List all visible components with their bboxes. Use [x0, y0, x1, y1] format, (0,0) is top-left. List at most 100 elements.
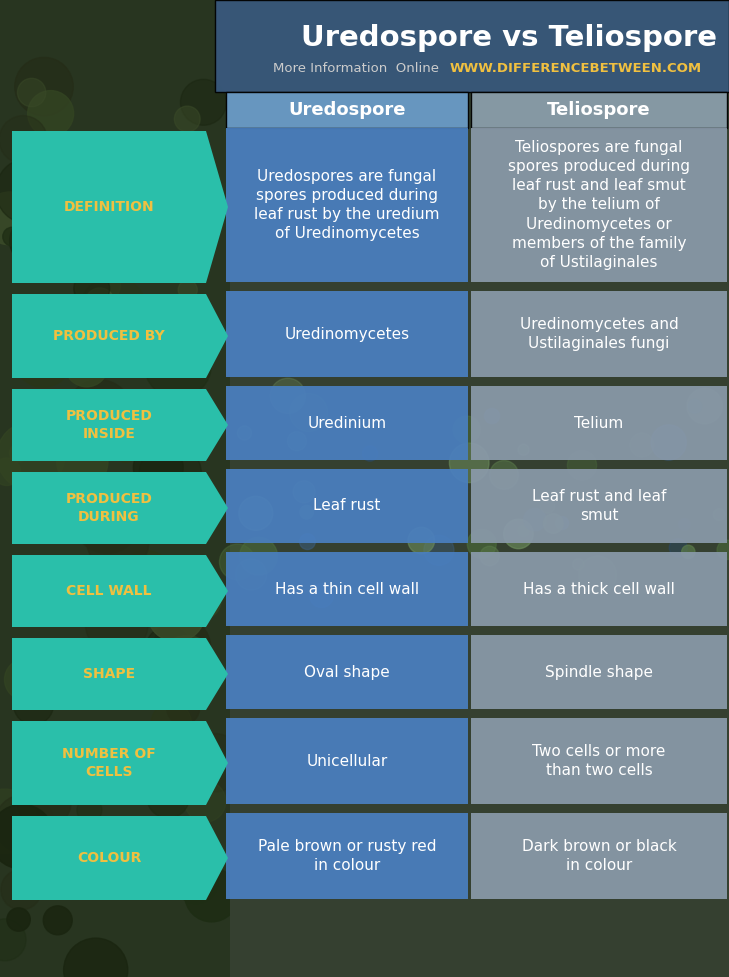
- Circle shape: [651, 425, 686, 460]
- FancyBboxPatch shape: [471, 92, 727, 128]
- Text: Pale brown or rusty red
in colour: Pale brown or rusty red in colour: [258, 839, 436, 873]
- Circle shape: [555, 517, 569, 530]
- Text: More Information  Online: More Information Online: [273, 62, 448, 74]
- Circle shape: [151, 754, 202, 804]
- Circle shape: [184, 781, 226, 822]
- Circle shape: [688, 400, 701, 413]
- Text: PRODUCED
DURING: PRODUCED DURING: [66, 492, 152, 524]
- Circle shape: [80, 276, 147, 343]
- Circle shape: [85, 288, 114, 317]
- Text: DEFINITION: DEFINITION: [63, 200, 155, 214]
- Circle shape: [0, 422, 65, 490]
- Circle shape: [9, 217, 58, 265]
- FancyBboxPatch shape: [471, 718, 727, 804]
- Circle shape: [135, 760, 176, 801]
- Text: Leaf rust and leaf
smut: Leaf rust and leaf smut: [532, 488, 666, 523]
- Circle shape: [28, 91, 74, 137]
- Circle shape: [87, 510, 149, 573]
- Circle shape: [117, 445, 135, 463]
- Text: Uredinium: Uredinium: [308, 415, 386, 431]
- Polygon shape: [0, 0, 230, 977]
- Circle shape: [13, 685, 53, 725]
- Polygon shape: [12, 472, 228, 544]
- FancyBboxPatch shape: [226, 386, 468, 460]
- Circle shape: [15, 564, 61, 611]
- Circle shape: [165, 174, 214, 223]
- Circle shape: [178, 280, 198, 299]
- FancyBboxPatch shape: [226, 718, 468, 804]
- Text: NUMBER OF
CELLS: NUMBER OF CELLS: [62, 747, 156, 779]
- Circle shape: [300, 533, 316, 549]
- Circle shape: [147, 583, 206, 642]
- Text: COLOUR: COLOUR: [77, 851, 141, 865]
- Text: Oval shape: Oval shape: [304, 664, 390, 679]
- Circle shape: [0, 158, 62, 224]
- Circle shape: [9, 444, 28, 462]
- Text: Dark brown or black
in colour: Dark brown or black in colour: [522, 839, 677, 873]
- Polygon shape: [12, 389, 228, 461]
- Circle shape: [485, 408, 499, 423]
- Text: Uredospore: Uredospore: [288, 101, 406, 119]
- Circle shape: [45, 394, 98, 446]
- Text: Teliospores are fungal
spores produced during
leaf rust and leaf smut
by the tel: Teliospores are fungal spores produced d…: [508, 140, 690, 270]
- Circle shape: [504, 519, 533, 549]
- Circle shape: [408, 528, 434, 554]
- Circle shape: [293, 481, 315, 503]
- Circle shape: [77, 797, 102, 823]
- Text: Uredinomycetes: Uredinomycetes: [284, 326, 410, 342]
- Circle shape: [147, 776, 190, 818]
- Circle shape: [183, 765, 210, 791]
- Circle shape: [15, 329, 72, 387]
- Circle shape: [17, 78, 46, 106]
- Circle shape: [66, 380, 132, 446]
- FancyBboxPatch shape: [471, 552, 727, 626]
- Circle shape: [490, 460, 518, 489]
- Circle shape: [85, 592, 148, 655]
- Text: WWW.DIFFERENCEBETWEEN.COM: WWW.DIFFERENCEBETWEEN.COM: [450, 62, 702, 74]
- Text: Leaf rust: Leaf rust: [313, 498, 381, 514]
- Circle shape: [523, 508, 546, 531]
- Text: Uredospores are fungal
spores produced during
leaf rust by the uredium
of Uredin: Uredospores are fungal spores produced d…: [254, 169, 440, 241]
- Circle shape: [139, 443, 201, 505]
- Circle shape: [270, 378, 305, 413]
- Text: Spindle shape: Spindle shape: [545, 664, 653, 679]
- Circle shape: [17, 774, 71, 828]
- Circle shape: [74, 271, 109, 307]
- Circle shape: [128, 168, 171, 211]
- Circle shape: [687, 388, 722, 424]
- FancyBboxPatch shape: [471, 813, 727, 899]
- FancyBboxPatch shape: [226, 635, 468, 709]
- Circle shape: [85, 141, 146, 201]
- Circle shape: [544, 514, 563, 533]
- Circle shape: [240, 537, 278, 575]
- Circle shape: [74, 641, 141, 708]
- Circle shape: [717, 540, 729, 560]
- Circle shape: [573, 559, 584, 570]
- Polygon shape: [12, 555, 228, 627]
- Polygon shape: [230, 90, 729, 977]
- Circle shape: [15, 492, 43, 521]
- Circle shape: [184, 494, 219, 529]
- Text: Unicellular: Unicellular: [306, 753, 388, 769]
- Circle shape: [87, 303, 121, 336]
- Circle shape: [95, 151, 148, 203]
- Circle shape: [57, 437, 108, 488]
- Text: Has a thin cell wall: Has a thin cell wall: [275, 581, 419, 597]
- Text: PRODUCED BY: PRODUCED BY: [53, 329, 165, 343]
- Circle shape: [74, 487, 141, 554]
- Circle shape: [51, 392, 93, 433]
- Circle shape: [170, 347, 193, 370]
- Circle shape: [186, 584, 221, 618]
- Circle shape: [518, 445, 529, 455]
- Circle shape: [167, 692, 200, 725]
- Text: Two cells or more
than two cells: Two cells or more than two cells: [532, 743, 666, 778]
- Circle shape: [467, 530, 496, 559]
- Circle shape: [63, 938, 128, 977]
- Circle shape: [117, 550, 175, 609]
- Circle shape: [133, 443, 183, 492]
- Circle shape: [287, 432, 306, 450]
- Circle shape: [149, 758, 171, 781]
- Circle shape: [181, 79, 227, 125]
- Circle shape: [453, 416, 480, 444]
- Polygon shape: [12, 294, 228, 378]
